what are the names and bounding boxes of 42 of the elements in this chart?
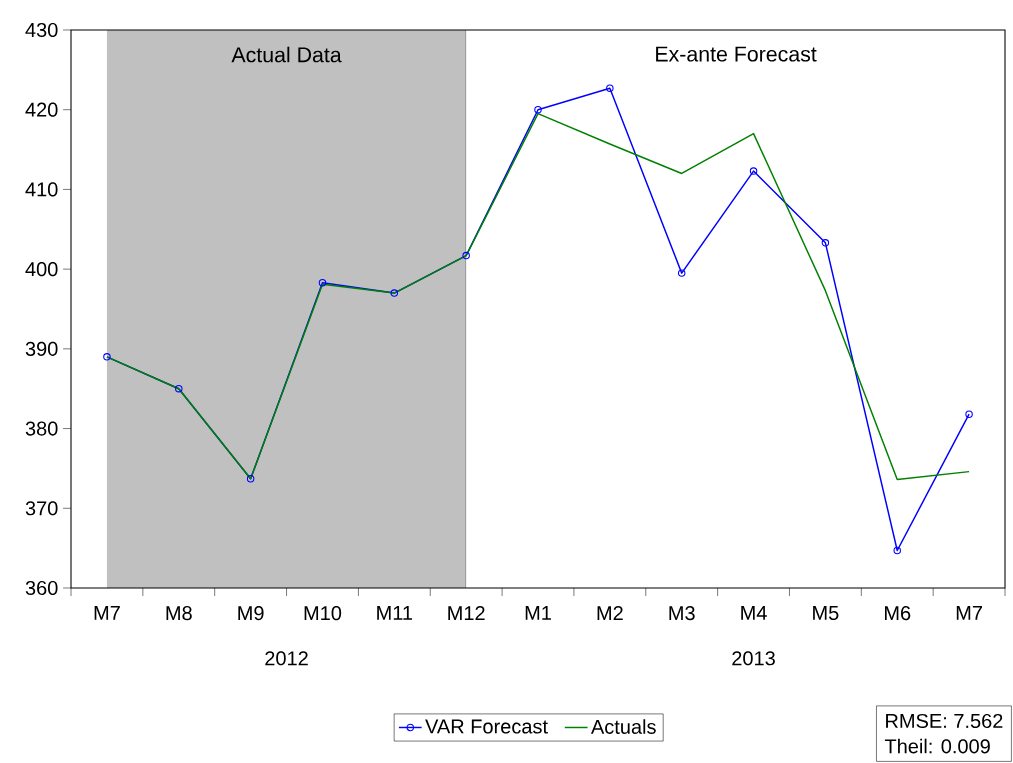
x-tick-label: M4 bbox=[741, 606, 767, 620]
band-label: Ex-ante Forecast bbox=[656, 46, 817, 62]
x-tick-label: M3 bbox=[669, 606, 695, 621]
text: 2012 bbox=[265, 651, 308, 666]
y-tick-label: 420 bbox=[25, 102, 58, 117]
x-tick-label: M5 bbox=[813, 606, 839, 620]
x-tick-label: M12 bbox=[448, 606, 485, 620]
legend-label: VAR Forecast bbox=[425, 719, 548, 734]
point bbox=[749, 167, 758, 175]
x-tick-label: M6 bbox=[884, 606, 911, 621]
text: 2013 bbox=[732, 651, 775, 666]
point bbox=[821, 239, 830, 247]
x-tick-label: M2 bbox=[597, 606, 623, 620]
point bbox=[462, 251, 470, 260]
point bbox=[390, 289, 399, 297]
x-tick-label: M11 bbox=[377, 606, 413, 620]
x-tick-label: M1 bbox=[525, 606, 551, 620]
point bbox=[246, 475, 255, 483]
y-tick-label: 360 bbox=[25, 580, 58, 596]
x-tick-label: M7 bbox=[956, 606, 982, 620]
point bbox=[175, 384, 183, 393]
y-tick-label: 400 bbox=[25, 262, 58, 277]
y-tick-label: 380 bbox=[25, 421, 58, 436]
x-tick-label: M10 bbox=[304, 606, 342, 621]
point bbox=[534, 105, 542, 114]
point bbox=[965, 410, 973, 418]
x-tick-label: M8 bbox=[166, 606, 192, 621]
y-tick-label: 430 bbox=[25, 22, 58, 38]
x-tick-label: M9 bbox=[238, 606, 264, 621]
legend-label: Actuals bbox=[590, 719, 656, 734]
y-tick-label: 390 bbox=[25, 341, 58, 356]
point bbox=[677, 269, 686, 277]
point bbox=[606, 84, 614, 92]
point bbox=[893, 546, 901, 555]
point bbox=[318, 278, 327, 287]
band-label: Actual Data bbox=[231, 46, 342, 63]
y-tick-label: 370 bbox=[25, 501, 58, 516]
y-tick-label: 410 bbox=[25, 182, 58, 197]
text: Theil: 0.009 bbox=[884, 738, 990, 754]
x-tick-label: M7 bbox=[94, 606, 120, 620]
point bbox=[103, 353, 111, 361]
text: RMSE: 7.562 bbox=[886, 713, 1003, 729]
